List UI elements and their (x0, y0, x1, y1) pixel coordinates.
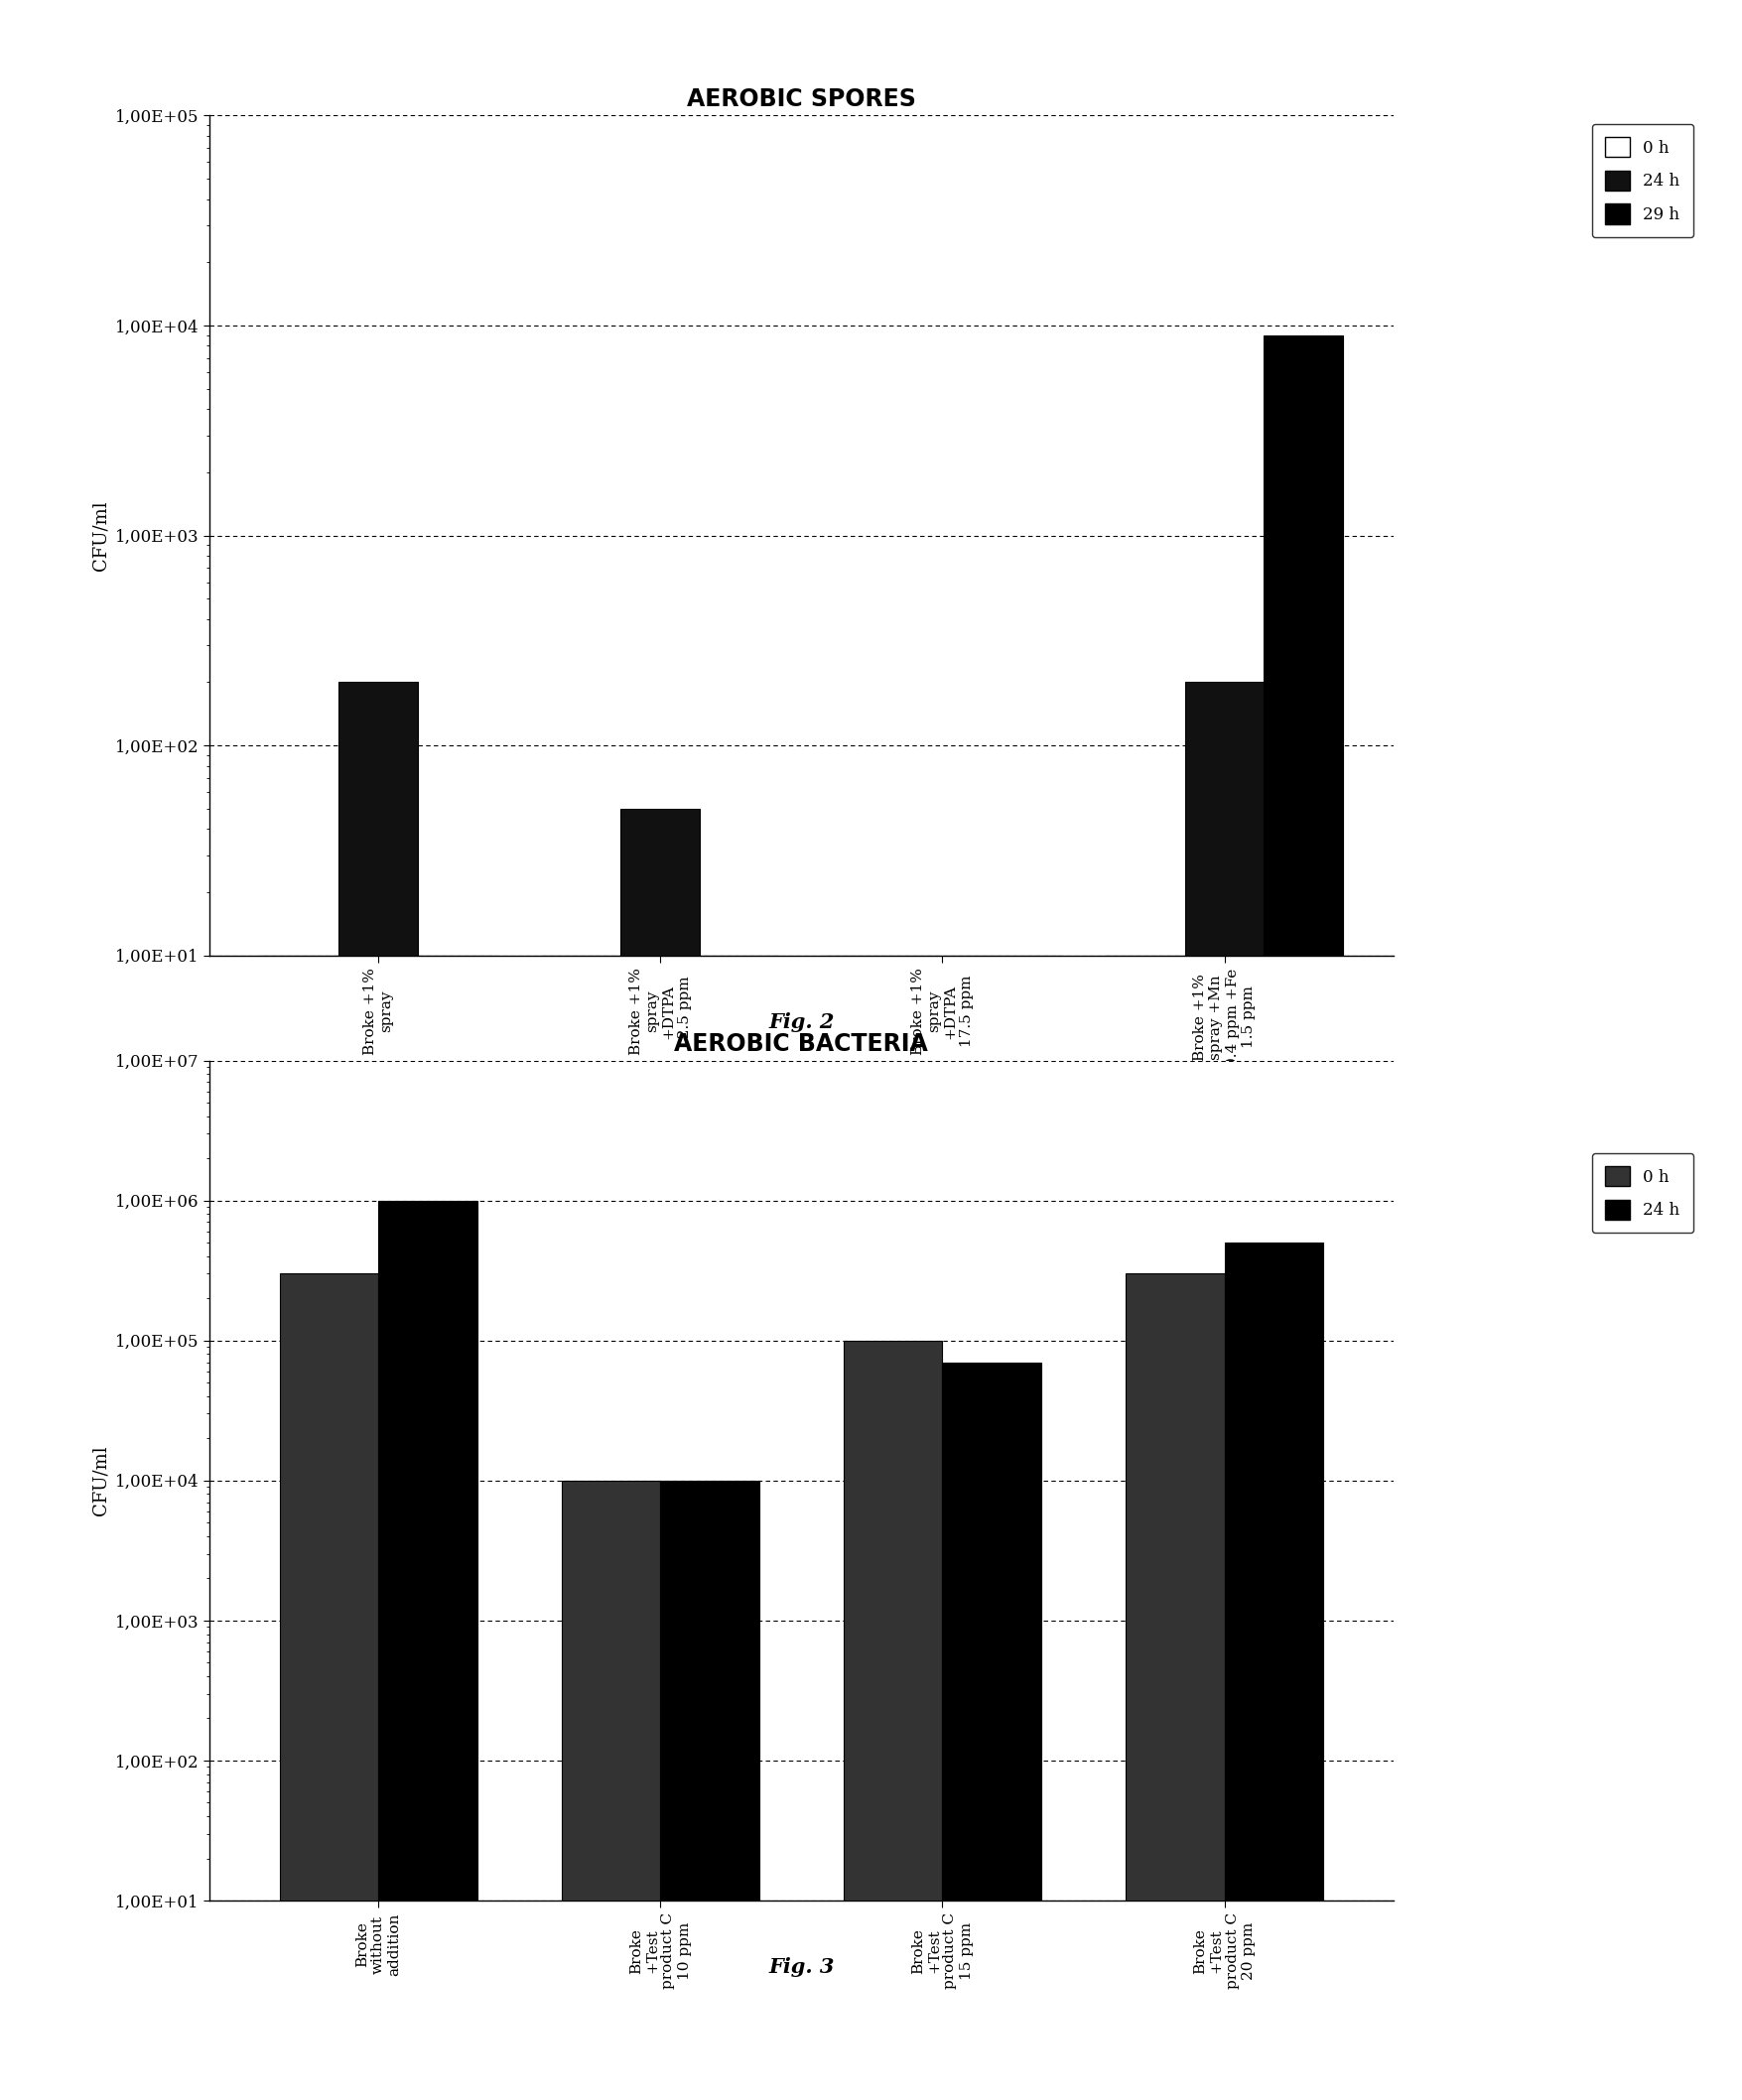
Bar (1185, 683, 1265, 2100)
Y-axis label: CFU/ml: CFU/ml (91, 1445, 110, 1516)
Bar (1125, 1275, 1225, 2100)
Bar (660, 1480, 760, 2100)
Bar (260, 956, 338, 2100)
Bar (561, 1480, 660, 2100)
Title: AEROBIC SPORES: AEROBIC SPORES (686, 86, 916, 111)
Text: Fig. 3: Fig. 3 (768, 1957, 834, 1976)
Bar (279, 1275, 378, 2100)
Y-axis label: CFU/ml: CFU/ml (91, 500, 110, 571)
Bar (982, 956, 1061, 2100)
Bar (378, 1201, 477, 2100)
Bar (620, 808, 700, 2100)
Bar (843, 1340, 942, 2100)
Bar (1106, 956, 1185, 2100)
Bar (942, 1363, 1042, 2100)
Bar (1265, 336, 1343, 2100)
Bar (542, 956, 620, 2100)
Bar (824, 956, 902, 2100)
Bar (902, 956, 982, 2100)
Bar (418, 956, 496, 2100)
Legend: 0 h, 24 h: 0 h, 24 h (1592, 1153, 1693, 1233)
Text: Fig. 2: Fig. 2 (768, 1012, 834, 1031)
Legend: 0 h, 24 h, 29 h: 0 h, 24 h, 29 h (1592, 124, 1693, 237)
Bar (338, 683, 418, 2100)
Bar (1225, 1243, 1324, 2100)
Title: AEROBIC BACTERIA: AEROBIC BACTERIA (674, 1031, 928, 1056)
Bar (700, 956, 779, 2100)
